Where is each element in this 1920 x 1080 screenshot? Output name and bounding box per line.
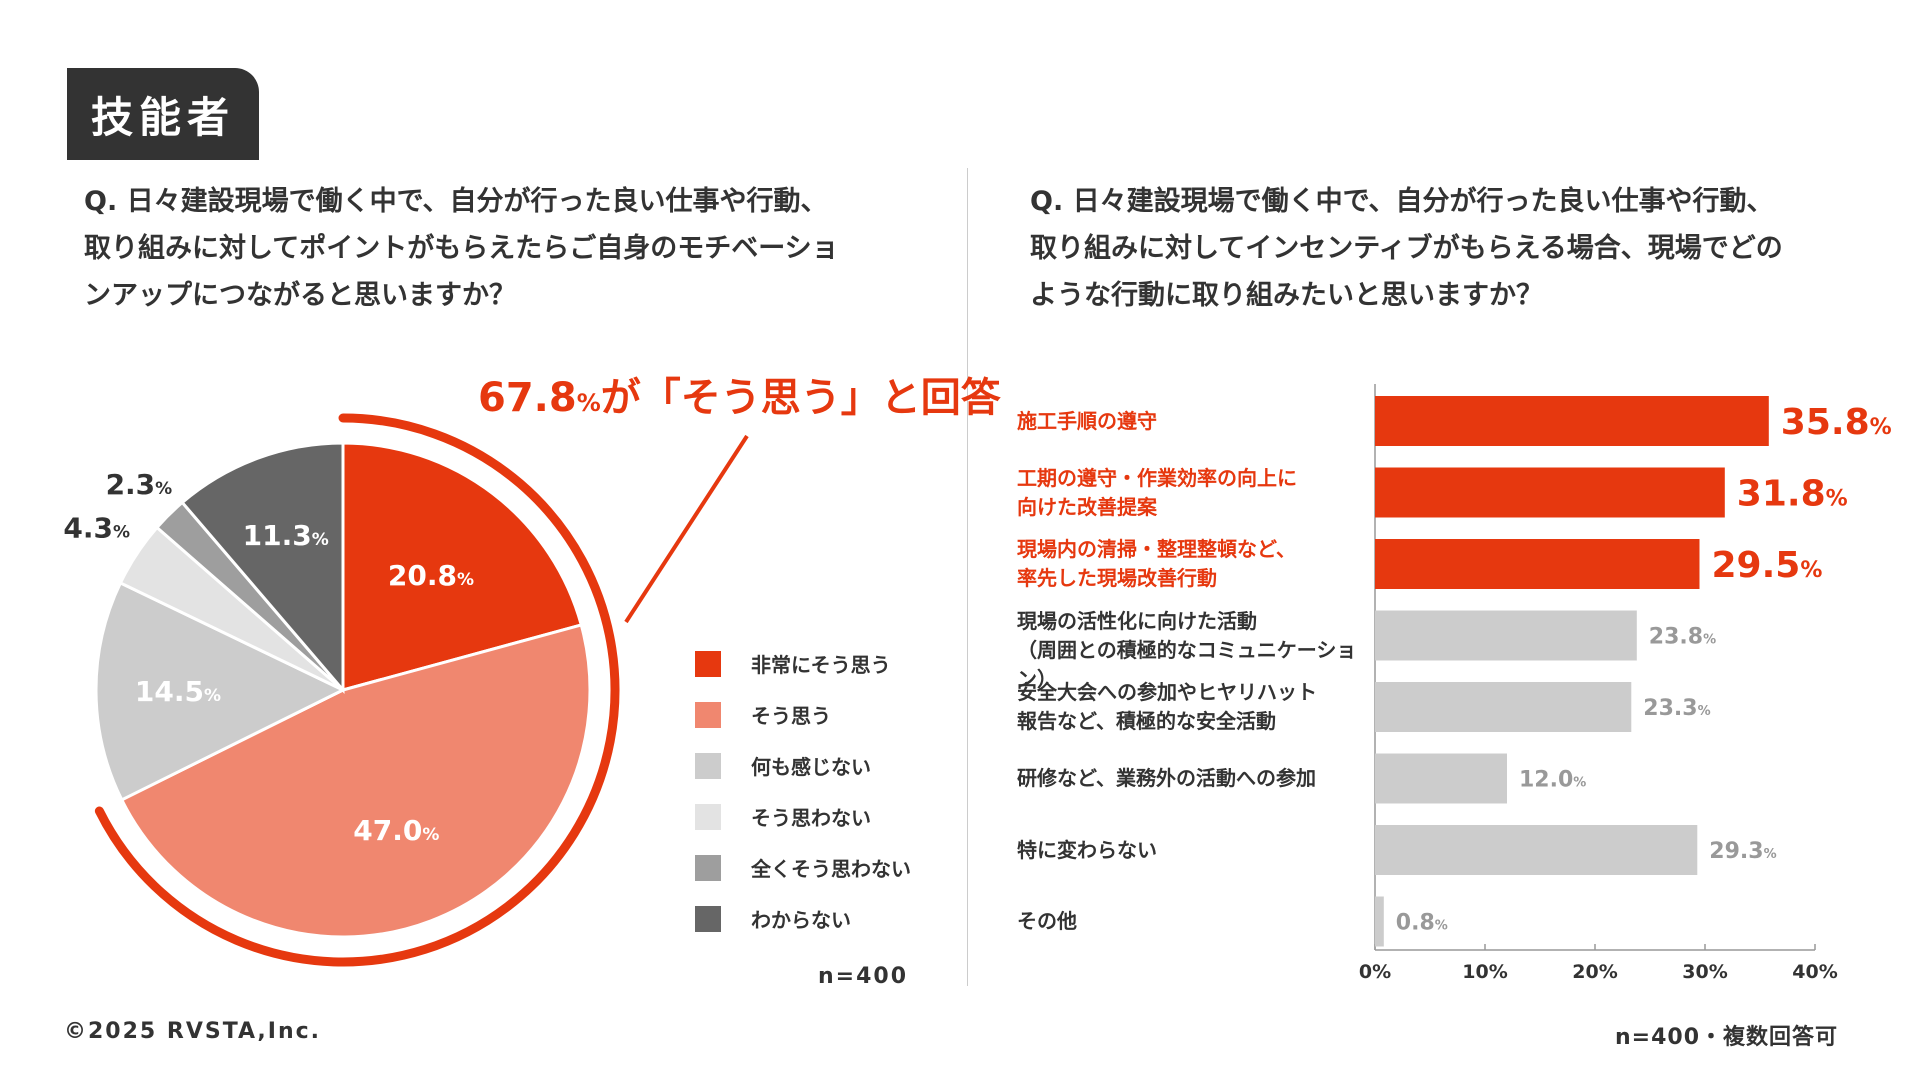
bar-sample-size: n=400・複数回答可 — [1615, 1025, 1839, 1050]
callout-value: 67.8 — [478, 375, 577, 421]
bar-value-label: 23.8% — [1649, 625, 1716, 650]
legend-swatch — [695, 803, 721, 830]
bar-category-label-line: 安全大会への参加やヒヤリハット — [1017, 680, 1317, 704]
bar-value-label: 29.3% — [1709, 839, 1776, 864]
pie-legend: 非常にそう思う そう思う何も感じない そう思わない全くそう思わない わからない — [695, 638, 911, 944]
legend-label: 全くそう思わない — [751, 857, 911, 881]
legend-label: そう思わない — [751, 806, 871, 830]
x-tick-label: 20% — [1572, 961, 1617, 983]
bar-value-label: 31.8% — [1737, 474, 1848, 515]
pie-slice-label: 14.5% — [135, 675, 221, 708]
x-tick-label: 30% — [1682, 961, 1727, 983]
bar-category-label-line: 特に変わらない — [1017, 837, 1157, 862]
bar-value-label: 23.3% — [1643, 696, 1710, 721]
pie-slice-label: 11.3% — [243, 519, 329, 552]
bar-category-label: 施工手順の遵守 — [1017, 407, 1367, 436]
bar-category-label: 現場内の清掃・整理整頓など、 率先した現場改善行動 — [1017, 535, 1367, 593]
bar-category-label: 工期の遵守・作業効率の向上に 向けた改善提案 — [1017, 464, 1367, 522]
bar-category-label-line: 工期の遵守・作業効率の向上に — [1017, 465, 1297, 490]
bar-category-label-line: 率先した現場改善行動 — [1017, 566, 1217, 590]
right-question: Q. 日々建設現場で働く中で、自分が行った良い仕事や行動、 取り組みに対してイン… — [1030, 178, 1890, 319]
pie-slice-label: 4.3% — [63, 512, 130, 545]
callout-text: が「そう思う」と回答 — [600, 375, 1001, 421]
legend-swatch — [695, 752, 721, 779]
bar-category-label: 特に変わらない — [1017, 836, 1367, 865]
legend-swatch — [695, 854, 721, 881]
pie-slice — [119, 623, 592, 939]
pie-slice-label: 20.8% — [388, 559, 474, 592]
callout-pointer-line — [624, 434, 749, 624]
legend-item: 何も感じない — [695, 740, 911, 791]
right-question-line: 取り組みに対してインセンティブがもらえる場合、現場でどの — [1030, 233, 1783, 264]
x-tick-label: 0% — [1359, 961, 1391, 983]
copyright: ©2025 RVSTA,Inc. — [64, 1019, 322, 1044]
bar — [1375, 825, 1698, 875]
legend-swatch — [695, 905, 721, 932]
bar-category-label-line: （周囲との積極的なコミュニケーション） — [1017, 637, 1357, 691]
agree-highlight-arc — [94, 413, 620, 967]
legend-swatch — [695, 650, 721, 677]
bar-category-label: 研修など、業務外の活動への参加 — [1017, 764, 1367, 793]
legend-item: わからない — [695, 893, 911, 944]
bar — [1375, 896, 1384, 947]
x-tick-label: 10% — [1462, 961, 1507, 983]
left-question: Q. 日々建設現場で働く中で、自分が行った良い仕事や行動、 取り組みに対してポイ… — [84, 178, 944, 319]
legend-label: 非常にそう思う — [751, 653, 891, 677]
legend-label: そう思う — [751, 704, 831, 728]
bar-category-label-line: 研修など、業務外の活動への参加 — [1017, 766, 1316, 790]
right-question-line: ような行動に取り組みたいと思いますか？ — [1030, 280, 1543, 311]
panel-divider — [967, 168, 968, 986]
legend-label: 何も感じない — [751, 755, 871, 779]
pie-slice — [94, 580, 347, 802]
legend-label: わからない — [751, 908, 851, 932]
legend-item: そう思わない — [695, 791, 911, 842]
legend-item: そう思う — [695, 689, 911, 740]
bar-category-label: その他 — [1017, 907, 1367, 936]
left-question-line: 取り組みに対してポイントがもらえたらご自身のモチベーショ — [84, 233, 839, 264]
bar-category-label: 安全大会への参加やヒヤリハット 報告など、積極的な安全活動 — [1017, 678, 1367, 736]
bar-category-label-line: 現場内の清掃・整理整頓など、 — [1017, 537, 1296, 561]
bar — [1375, 682, 1632, 732]
bar-value-label: 0.8% — [1396, 911, 1448, 936]
bar-category-label-line: 報告など、積極的な安全活動 — [1017, 709, 1276, 733]
bar-category-label-line: 現場の活性化に向けた活動 — [1017, 608, 1257, 633]
left-question-line: Q. 日々建設現場で働く中で、自分が行った良い仕事や行動、 — [84, 186, 828, 217]
pie-slice — [341, 441, 584, 692]
right-question-line: Q. 日々建設現場で働く中で、自分が行った良い仕事や行動、 — [1030, 186, 1774, 217]
x-tick-label: 40% — [1792, 961, 1837, 983]
bar — [1375, 753, 1507, 804]
bar — [1375, 539, 1700, 589]
pie-slice-label: 47.0% — [353, 814, 439, 847]
pie-callout: 67.8%が「そう思う」と回答 — [478, 365, 1001, 423]
bar — [1375, 610, 1637, 661]
callout-unit: % — [576, 389, 601, 417]
bar — [1375, 396, 1769, 446]
pie-slice-label: 2.3% — [106, 468, 173, 501]
legend-swatch — [695, 701, 721, 728]
bar-category-label: 現場の活性化に向けた活動 （周囲との積極的なコミュニケーション） — [1017, 607, 1367, 694]
left-question-line: ンアップにつながると思いますか？ — [84, 280, 516, 311]
bar-category-label-line: 施工手順の遵守 — [1017, 408, 1157, 433]
respondent-badge: 技能者 — [67, 68, 259, 160]
bar-value-label: 12.0% — [1519, 768, 1586, 793]
bar-category-label-line: 向けた改善提案 — [1017, 494, 1157, 519]
bar-value-label: 29.5% — [1712, 545, 1823, 586]
bar — [1375, 467, 1725, 518]
legend-item: 非常にそう思う — [695, 638, 911, 689]
pie-sample-size: n=400 — [818, 964, 909, 989]
legend-item: 全くそう思わない — [695, 842, 911, 893]
pie-slice — [180, 441, 345, 695]
bar-category-label-line: その他 — [1017, 909, 1077, 933]
bar-value-label: 35.8% — [1781, 402, 1892, 443]
